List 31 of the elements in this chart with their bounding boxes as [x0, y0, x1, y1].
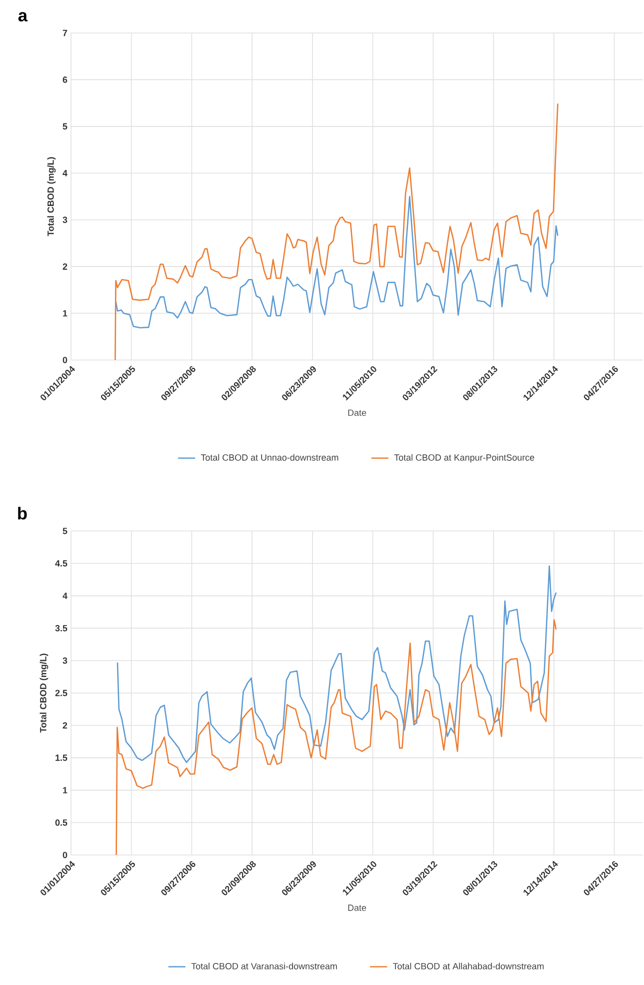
legend-label: Total CBOD at Kanpur-PointSource: [394, 454, 534, 462]
legend-label: Total CBOD at Varanasi-downstream: [191, 962, 337, 970]
legend-label: Total CBOD at Unnao-downstream: [200, 454, 338, 461]
line-series: [114, 102, 558, 360]
y-axis-title: Total CBOD (mg/L): [40, 654, 48, 733]
y-tick-label: 4.5: [55, 560, 68, 567]
y-tick-label: 6: [62, 76, 68, 83]
y-tick-label: 7: [62, 30, 68, 36]
y-tick-label: 3: [62, 657, 68, 664]
y-tick-label: 4: [62, 170, 68, 176]
y-axis-title: Total CBOD (mg/L): [47, 157, 56, 236]
y-tick-label: 0.5: [55, 819, 68, 826]
y-tick-label: 2: [62, 263, 68, 270]
y-tick-label: 2.5: [55, 690, 68, 696]
chart-title: b: [18, 506, 27, 520]
y-tick-label: 0: [62, 852, 68, 858]
y-tick-label: 1: [63, 787, 68, 794]
y-tick-label: 0: [62, 356, 68, 364]
y-tick-label: 3.5: [55, 625, 68, 632]
y-tick-label: 5: [62, 123, 68, 130]
y-tick-label: 3: [62, 216, 68, 224]
y-tick-label: 2: [62, 722, 68, 729]
y-tick-label: 4: [62, 592, 68, 599]
line-series: [115, 196, 558, 328]
y-tick-label: 1.5: [56, 754, 68, 761]
x-axis-title: Date: [348, 410, 366, 416]
legend-label: Total CBOD at Allahabad-downstream: [392, 962, 544, 970]
y-tick-label: 1: [63, 310, 68, 316]
y-tick-label: 5: [62, 528, 68, 534]
chart-title: a: [18, 12, 28, 22]
x-axis-title: Date: [348, 904, 366, 911]
